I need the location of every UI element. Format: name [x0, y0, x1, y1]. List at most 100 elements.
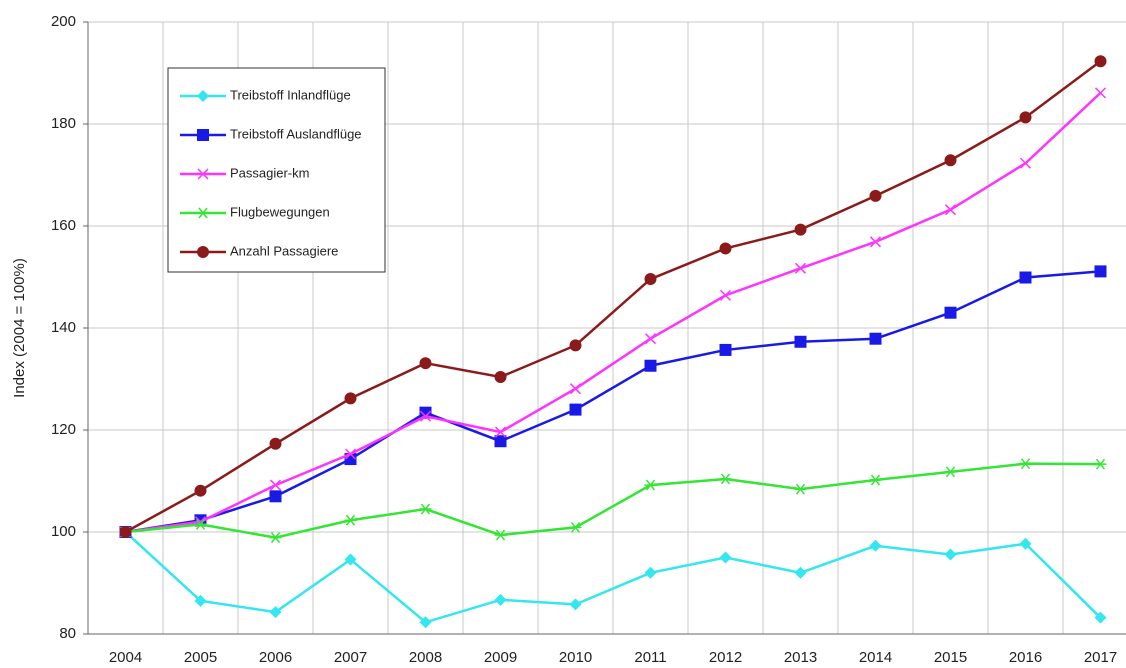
marker: [644, 333, 657, 345]
marker: [419, 357, 432, 370]
x-tick-label: 2008: [409, 649, 442, 666]
marker: [794, 223, 807, 236]
x-tick-label: 2016: [1009, 649, 1042, 666]
marker: [719, 242, 732, 255]
marker: [719, 473, 732, 485]
marker: [569, 383, 582, 395]
marker: [794, 262, 807, 274]
marker: [269, 479, 282, 491]
marker: [344, 514, 357, 526]
marker: [644, 359, 657, 372]
line: [125, 270, 1101, 534]
marker: [719, 551, 732, 564]
marker: [719, 289, 732, 301]
y-tick-label: 200: [51, 13, 76, 30]
marker: [269, 532, 282, 544]
marker: [1094, 55, 1107, 68]
marker: [494, 593, 507, 606]
x-tick-label: 2012: [709, 649, 742, 666]
marker: [569, 403, 582, 416]
marker: [644, 566, 657, 579]
line: [125, 462, 1101, 539]
marker: [944, 306, 957, 319]
marker: [494, 370, 507, 383]
y-tick-label: 160: [51, 217, 76, 234]
marker: [869, 236, 882, 248]
x-tick-label: 2011: [634, 649, 666, 666]
legend-label: Flugbewegungen: [230, 204, 330, 219]
marker: [644, 273, 657, 286]
marker: [1019, 111, 1032, 124]
x-tick-label: 2017: [1084, 649, 1117, 666]
marker: [1019, 537, 1032, 550]
marker: [869, 474, 882, 486]
marker: [794, 335, 807, 348]
marker: [197, 207, 209, 219]
y-tick-label: 180: [51, 115, 76, 132]
marker: [1019, 157, 1032, 169]
marker: [644, 479, 657, 491]
marker: [944, 154, 957, 167]
marker: [1019, 271, 1032, 284]
marker: [944, 466, 957, 478]
marker: [344, 448, 357, 460]
marker: [344, 392, 357, 405]
x-tick-label: 2007: [334, 649, 367, 666]
marker: [269, 437, 282, 450]
marker: [869, 539, 882, 552]
marker: [794, 483, 807, 495]
marker: [494, 435, 507, 448]
marker: [119, 526, 132, 538]
marker: [197, 129, 209, 141]
marker: [569, 598, 582, 611]
marker: [419, 410, 432, 422]
legend: Treibstoff Inlandflüge Treibstoff Ausland…: [167, 67, 386, 273]
x-tick-label: 2006: [259, 649, 292, 666]
marker: [197, 168, 209, 180]
marker: [1094, 265, 1107, 278]
y-tick-label: 80: [59, 625, 76, 642]
legend-label: Treibstoff Auslandflüge: [230, 126, 362, 141]
marker: [344, 553, 357, 566]
x-tick-label: 2014: [859, 649, 892, 666]
marker: [569, 521, 582, 533]
marker: [944, 204, 957, 216]
x-tick-label: 2015: [934, 649, 967, 666]
marker: [1019, 458, 1032, 470]
x-tick-label: 2009: [484, 649, 517, 666]
marker: [419, 503, 432, 515]
x-tick-label: 2005: [184, 649, 217, 666]
marker: [197, 246, 209, 258]
marker: [1094, 611, 1107, 624]
legend-label: Treibstoff Inlandflüge: [230, 87, 351, 102]
marker: [269, 606, 282, 619]
marker: [194, 484, 207, 497]
marker: [869, 189, 882, 202]
y-tick-label: 140: [51, 319, 76, 336]
line: [124, 531, 1102, 624]
marker: [494, 529, 507, 541]
y-axis-label: Index (2004 = 100%): [11, 258, 28, 398]
x-tick-label: 2004: [109, 649, 142, 666]
line: [125, 91, 1102, 534]
y-tick-label: 100: [51, 523, 76, 540]
legend-label: Anzahl Passagiere: [230, 243, 338, 258]
marker: [494, 426, 507, 438]
marker: [1094, 458, 1107, 470]
marker: [194, 518, 207, 530]
legend-box: [167, 67, 386, 273]
x-tick-label: 2010: [559, 649, 592, 666]
legend-label: Passagier-km: [230, 165, 309, 180]
marker: [1094, 87, 1107, 99]
marker: [194, 594, 207, 607]
line: [124, 60, 1102, 534]
marker: [419, 616, 432, 629]
marker: [944, 548, 957, 561]
x-tick-label: 2013: [784, 649, 817, 666]
marker: [269, 490, 282, 503]
y-tick-label: 120: [51, 421, 76, 438]
marker: [197, 90, 209, 102]
marker: [719, 343, 732, 356]
marker: [794, 566, 807, 579]
